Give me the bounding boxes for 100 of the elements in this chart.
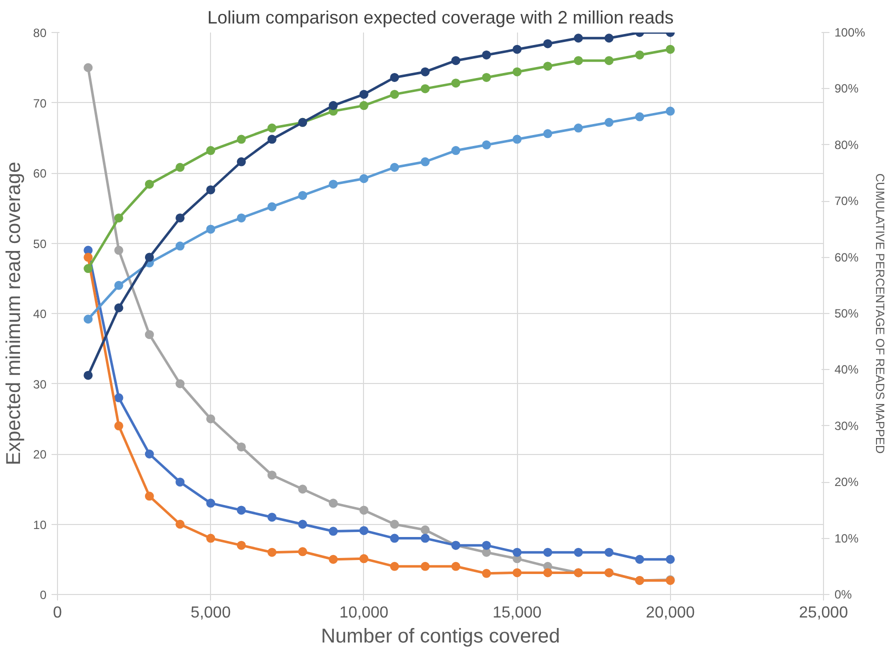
point <box>512 568 522 578</box>
point <box>114 213 124 222</box>
point <box>574 56 583 66</box>
point <box>176 242 185 251</box>
y2-tick-label: 90% <box>834 82 859 96</box>
x-tick-label: 10,000 <box>339 604 388 622</box>
x-tick-label: 15,000 <box>492 604 542 622</box>
point <box>512 44 522 54</box>
point <box>206 185 216 194</box>
point <box>512 67 522 76</box>
point <box>267 124 276 133</box>
point <box>482 72 491 82</box>
point <box>267 134 276 144</box>
point <box>236 157 246 166</box>
point <box>298 520 308 529</box>
point <box>451 78 460 88</box>
y2-axis-title: CUMULATIVE PERCENTAGE OF READS MAPPED <box>873 173 888 454</box>
point <box>482 50 491 60</box>
point <box>328 554 338 564</box>
y-tick-label: 60 <box>33 166 47 180</box>
point <box>267 512 276 522</box>
y-tick-label: 30 <box>33 377 47 392</box>
point <box>420 157 430 166</box>
point <box>328 526 338 536</box>
point <box>206 224 216 234</box>
point <box>144 450 154 458</box>
y2-tick-label: 60% <box>834 250 859 264</box>
y2-tick-label: 70% <box>834 194 859 208</box>
point <box>84 264 93 274</box>
point <box>176 520 185 529</box>
x-axis-title: Number of contigs covered <box>321 626 560 648</box>
point <box>390 162 400 172</box>
point <box>206 498 216 508</box>
point <box>635 112 644 122</box>
point <box>236 442 246 452</box>
point <box>666 106 675 116</box>
point <box>390 520 400 529</box>
y2-tick-label: 100% <box>834 26 866 40</box>
point <box>236 506 246 515</box>
point <box>359 101 368 110</box>
point <box>543 39 552 48</box>
point <box>176 379 185 388</box>
point <box>451 562 460 571</box>
y2-tick-label: 10% <box>834 531 859 546</box>
point <box>114 421 124 430</box>
point <box>144 492 154 501</box>
y-tick-label: 10 <box>33 518 47 532</box>
point <box>328 498 338 508</box>
point <box>114 393 124 402</box>
point <box>328 101 338 110</box>
x-tick-label: 20,000 <box>646 604 695 622</box>
point <box>206 146 216 156</box>
point <box>359 506 368 515</box>
y2-tick-label: 0% <box>834 588 852 602</box>
point <box>144 330 154 340</box>
y-tick-label: 0 <box>40 588 47 602</box>
point <box>574 124 583 133</box>
point <box>84 314 93 324</box>
point <box>298 190 308 200</box>
point <box>114 280 124 290</box>
point <box>328 180 338 189</box>
point <box>482 568 491 578</box>
point <box>144 252 154 262</box>
point <box>420 562 430 571</box>
point <box>420 534 430 543</box>
point <box>420 525 430 534</box>
point <box>420 84 430 94</box>
y-tick-label: 70 <box>33 96 47 110</box>
point <box>390 534 400 543</box>
y2-tick-label: 20% <box>834 475 859 490</box>
point <box>512 134 522 144</box>
point <box>635 50 644 60</box>
point <box>574 548 583 557</box>
point <box>666 44 675 54</box>
point <box>298 547 308 556</box>
point <box>236 134 246 144</box>
point <box>84 370 93 380</box>
y-tick-label: 50 <box>33 236 47 251</box>
point <box>176 213 185 222</box>
point <box>359 90 368 99</box>
point <box>451 146 460 156</box>
point <box>84 252 93 262</box>
point <box>666 554 675 564</box>
y2-tick-label: 80% <box>834 138 859 152</box>
y-tick-label: 20 <box>33 448 47 462</box>
point <box>543 548 552 557</box>
point <box>114 246 124 255</box>
point <box>390 90 400 99</box>
point <box>206 414 216 424</box>
point <box>84 63 93 72</box>
point <box>604 548 614 557</box>
point <box>604 34 614 43</box>
point <box>236 540 246 550</box>
point <box>451 56 460 66</box>
point <box>604 56 614 66</box>
point <box>114 303 124 312</box>
point <box>359 554 368 564</box>
point <box>420 67 430 76</box>
point <box>390 72 400 82</box>
y2-tick-label: 40% <box>834 362 859 377</box>
